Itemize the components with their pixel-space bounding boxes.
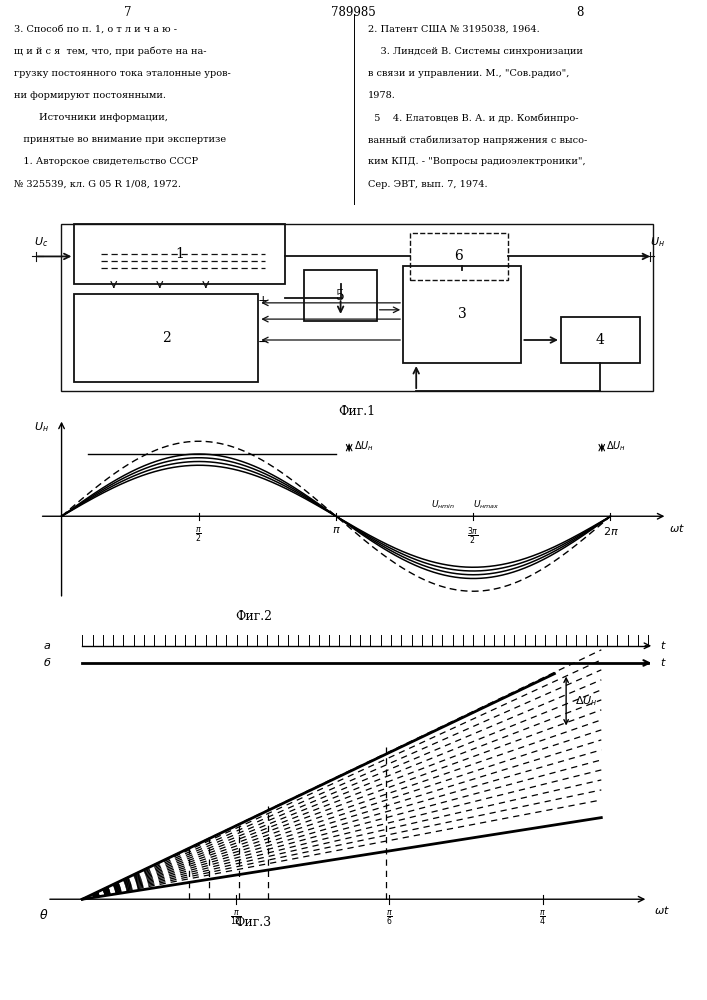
Text: $\frac{\pi}{6}$: $\frac{\pi}{6}$ [386, 908, 392, 927]
Text: t: t [660, 641, 665, 651]
Text: −: − [258, 336, 268, 349]
Text: $\Delta U_н$: $\Delta U_н$ [606, 440, 626, 453]
Text: $\frac{\pi}{4}$: $\frac{\pi}{4}$ [539, 908, 546, 927]
Text: $\omega t$: $\omega t$ [669, 522, 685, 534]
Bar [305, 270, 377, 321]
Text: Сер. ЭВТ, вып. 7, 1974.: Сер. ЭВТ, вып. 7, 1974. [368, 180, 487, 189]
Text: 789985: 789985 [331, 6, 376, 19]
Text: $\pi$: $\pi$ [332, 525, 341, 535]
Text: $U_{нmin}$: $U_{нmin}$ [431, 498, 455, 511]
Text: $\theta$: $\theta$ [40, 908, 49, 922]
Text: б: б [44, 658, 50, 668]
Text: $\frac{3\pi}{2}$: $\frac{3\pi}{2}$ [467, 525, 479, 547]
Text: 7: 7 [124, 6, 131, 19]
Text: 2. Патент США № 3195038, 1964.: 2. Патент США № 3195038, 1964. [368, 25, 539, 34]
Text: $U_{нmax}$: $U_{нmax}$ [473, 498, 500, 511]
Text: 3: 3 [458, 307, 467, 321]
Text: Фиг.3: Фиг.3 [235, 916, 272, 929]
Text: ванный стабилизатор напряжения с высо-: ванный стабилизатор напряжения с высо- [368, 135, 587, 145]
Bar [561, 317, 640, 363]
Text: $2\pi$: $2\pi$ [602, 525, 619, 537]
Text: $U_н$: $U_н$ [650, 236, 665, 249]
Text: Фиг.2: Фиг.2 [235, 610, 272, 623]
Bar [409, 233, 508, 280]
Text: $U_c$: $U_c$ [33, 236, 48, 249]
Bar [74, 294, 259, 382]
Text: а: а [44, 641, 50, 651]
Text: $U_н$: $U_н$ [33, 420, 49, 434]
Text: t: t [660, 658, 665, 668]
Text: +: + [257, 294, 269, 307]
Bar [62, 224, 653, 391]
Text: № 325539, кл. G 05 R 1/08, 1972.: № 325539, кл. G 05 R 1/08, 1972. [14, 180, 181, 189]
Text: 5    4. Елатовцев В. А. и др. Комбинпро-: 5 4. Елатовцев В. А. и др. Комбинпро- [368, 113, 578, 123]
Bar [74, 224, 285, 284]
Text: ни формируют постоянными.: ни формируют постоянными. [14, 91, 166, 100]
Text: $\frac{\pi}{12}$: $\frac{\pi}{12}$ [230, 908, 242, 927]
Text: $\Delta U_н$: $\Delta U_н$ [354, 440, 373, 453]
Text: 1. Авторское свидетельство СССР: 1. Авторское свидетельство СССР [14, 157, 198, 166]
Text: $\omega t$: $\omega t$ [654, 904, 670, 916]
Text: Источники информации,: Источники информации, [14, 113, 168, 122]
Text: 3. Линдсей В. Системы синхронизации: 3. Линдсей В. Системы синхронизации [368, 47, 583, 56]
Text: $\frac{\pi}{2}$: $\frac{\pi}{2}$ [195, 525, 202, 544]
Text: 5: 5 [337, 289, 345, 303]
Text: 2: 2 [162, 331, 170, 345]
Text: ким КПД. - "Вопросы радиоэлектроники",: ким КПД. - "Вопросы радиоэлектроники", [368, 157, 585, 166]
Text: 6: 6 [455, 249, 463, 263]
Text: 3. Способ по п. 1, о т л и ч а ю -: 3. Способ по п. 1, о т л и ч а ю - [14, 25, 177, 34]
Text: $\Delta U_н$: $\Delta U_н$ [575, 694, 597, 708]
Text: в связи и управлении. М., "Сов.радио",: в связи и управлении. М., "Сов.радио", [368, 69, 569, 78]
Text: 4: 4 [596, 333, 604, 347]
Text: 1: 1 [175, 247, 184, 261]
Text: 1978.: 1978. [368, 91, 395, 100]
Text: 8: 8 [576, 6, 583, 19]
Text: Фиг.1: Фиг.1 [339, 405, 375, 418]
Text: принятые во внимание при экспертизе: принятые во внимание при экспертизе [14, 135, 226, 144]
Text: грузку постоянного тока эталонные уров-: грузку постоянного тока эталонные уров- [14, 69, 231, 78]
Bar [403, 266, 522, 363]
Text: щ и й с я  тем, что, при работе на на-: щ и й с я тем, что, при работе на на- [14, 47, 206, 56]
